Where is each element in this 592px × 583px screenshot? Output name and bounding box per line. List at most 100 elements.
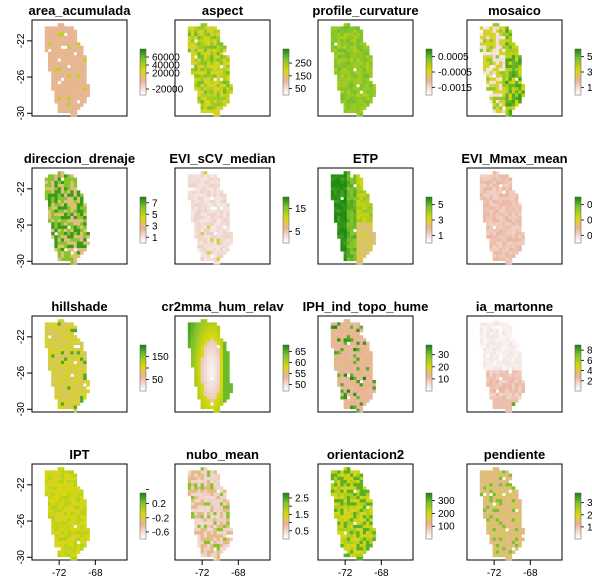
raster-cell [330, 29, 335, 34]
raster-cell [213, 93, 217, 98]
raster-cell [60, 392, 65, 397]
raster-cell [369, 512, 373, 516]
raster-cell [369, 74, 373, 78]
raster-cell [83, 534, 87, 538]
raster-cell [495, 383, 500, 387]
raster-cell [76, 90, 81, 94]
raster-cell [502, 100, 506, 104]
raster-cell [226, 219, 230, 223]
raster-cell [187, 473, 192, 478]
raster-cell [372, 380, 376, 384]
raster-cell [343, 496, 348, 500]
raster-cell [67, 106, 71, 110]
raster-cell [213, 341, 217, 346]
raster-cell [223, 93, 227, 98]
legend-swatch [575, 353, 581, 356]
raster-cell [359, 486, 364, 490]
raster-cell [80, 392, 84, 397]
raster-cell [356, 180, 360, 185]
raster-cell [353, 531, 357, 535]
raster-cell [502, 354, 506, 358]
raster-cell [60, 48, 65, 53]
raster-cell [499, 36, 503, 40]
raster-cell [511, 225, 516, 230]
raster-cell [343, 84, 348, 88]
raster-cell [83, 512, 87, 516]
raster-cell [200, 93, 205, 98]
raster-cell [73, 200, 78, 204]
raster-cell [216, 52, 221, 56]
raster-cell [334, 26, 338, 30]
raster-cell [73, 106, 78, 110]
raster-cell [483, 71, 487, 75]
raster-cell [64, 206, 68, 210]
raster-cell [70, 200, 74, 204]
raster-cell [76, 106, 81, 110]
raster-cell [350, 87, 354, 91]
raster-cell [226, 544, 230, 548]
raster-cell [515, 376, 519, 381]
raster-cell [353, 505, 357, 510]
raster-cell [369, 364, 373, 368]
raster-cell [216, 492, 221, 497]
raster-cell [216, 553, 221, 558]
raster-cell [334, 200, 338, 204]
raster-cell [518, 351, 522, 355]
raster-cell [346, 376, 351, 381]
raster-cell [194, 483, 198, 487]
raster-cell [200, 338, 205, 342]
raster-cell [350, 29, 354, 34]
raster-cell [508, 380, 513, 384]
raster-cell [57, 341, 62, 346]
raster-cell [483, 341, 487, 346]
y-tick-label: -30 [16, 402, 27, 417]
legend-swatch [283, 375, 289, 378]
raster-cell [337, 177, 341, 182]
raster-cell [219, 348, 224, 352]
raster-cell [337, 508, 341, 513]
raster-cell [200, 547, 205, 551]
raster-cell [343, 537, 348, 542]
raster-cell [200, 335, 205, 339]
raster-cell [80, 521, 84, 526]
raster-cell [346, 209, 351, 214]
plot-frame [174, 167, 271, 265]
raster-cell [489, 351, 493, 355]
raster-cell [64, 364, 68, 368]
raster-cell [191, 68, 195, 72]
raster-cell [489, 45, 493, 50]
raster-cell [64, 257, 68, 262]
raster-cell [207, 553, 211, 558]
raster-cell [223, 74, 227, 78]
raster-cell [57, 187, 62, 191]
raster-cell [207, 376, 211, 381]
raster-cell [187, 36, 192, 40]
raster-cell [340, 190, 344, 194]
raster-cell [353, 74, 357, 78]
raster-cell [334, 174, 338, 178]
raster-cell [70, 354, 74, 358]
raster-cell [366, 100, 370, 104]
raster-cell [70, 219, 74, 223]
raster-cell [216, 84, 221, 88]
raster-cell [70, 553, 74, 558]
raster-cell [57, 319, 62, 323]
raster-cell [330, 190, 335, 194]
raster-cell [350, 93, 354, 98]
raster-cell [495, 184, 500, 188]
raster-cell [80, 389, 84, 394]
raster-cell [340, 225, 344, 230]
raster-cell [67, 58, 71, 62]
raster-cell [495, 328, 500, 333]
raster-cell [197, 486, 201, 490]
raster-cell [194, 52, 198, 56]
raster-cell [86, 235, 90, 239]
raster-cell [346, 109, 351, 114]
raster-cell [48, 26, 52, 30]
raster-cell [60, 325, 65, 330]
raster-cell [57, 106, 62, 110]
raster-cell [495, 335, 500, 339]
raster-cell [57, 96, 62, 101]
raster-cell [76, 52, 81, 56]
raster-cell [226, 351, 230, 355]
